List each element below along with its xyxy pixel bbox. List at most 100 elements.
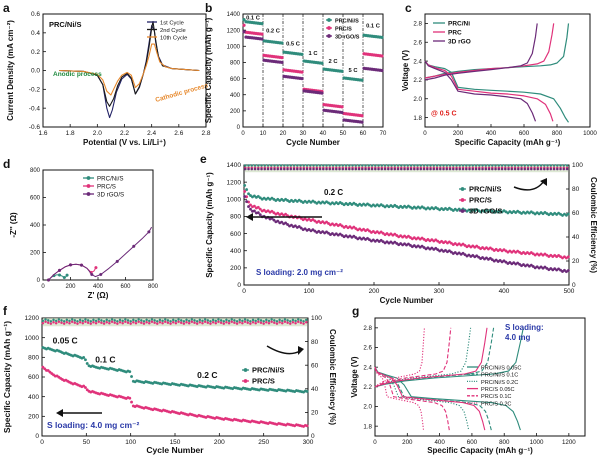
panel-e-ce-point-2 [549, 167, 553, 171]
panel-e-point-2 [481, 256, 484, 260]
panel-e-xtick-label: 400 [499, 288, 510, 295]
panel-b-legend-marker [327, 34, 331, 38]
panel-e-point-2 [354, 236, 358, 239]
panel-f-point-1 [130, 400, 134, 404]
panel-e-point-1 [280, 212, 284, 216]
panel-f-ce-point-1 [246, 321, 249, 324]
panel-f-ce-point-0 [161, 319, 164, 323]
panel-c: c 0 200 400 600 800 1000 1.8 2.0 2.2 2.4 2.6 2.8 Spec… [401, 1, 597, 147]
panel-f-ce-point-1 [84, 320, 87, 324]
panel-f-ce-point-1 [108, 321, 111, 325]
panel-e-loading-label: S loading: 2.0 mg cm⁻² [256, 268, 343, 277]
panel-c-xtick-label: 0 [423, 130, 427, 137]
panel-f-ce-point-1 [68, 321, 71, 325]
panel-e-ce-point-0 [309, 164, 312, 167]
panel-e-point-0 [243, 183, 247, 187]
panel-e-point-1 [463, 243, 467, 247]
panel-f-ce-point-1 [166, 321, 170, 324]
panel-e-point-2 [475, 254, 479, 258]
panel-f-ce-point-0 [81, 319, 85, 323]
panel-e-ce-point-0 [543, 164, 546, 167]
panel-e-point-1 [266, 209, 270, 213]
panel-f-ce-point-1 [54, 321, 58, 325]
panel-e-ytick-label: 1200 [227, 179, 242, 186]
panel-e-ce-point-0 [458, 164, 462, 167]
panel-e-point-2 [430, 246, 434, 250]
panel-e-point-2 [243, 195, 247, 198]
panel-e-point-1 [467, 244, 471, 248]
panel-f-ce-point-0 [174, 319, 178, 323]
panel-f-ce-point-0 [140, 319, 143, 322]
panel-f-ce-point-0 [182, 320, 186, 323]
panel-e-point-1 [321, 220, 325, 224]
panel-e-ce-point-0 [487, 164, 491, 167]
panel-f-ce-point-0 [289, 320, 292, 323]
panel-f-ce-point-0 [118, 318, 122, 322]
panel-e-point-1 [449, 241, 453, 245]
panel-f-ce-point-1 [161, 321, 164, 325]
panel-f-ce-point-0 [198, 318, 202, 322]
panel-e-point-2 [249, 207, 252, 211]
panel-f-xtick-label: 150 [170, 439, 181, 446]
panel-f-ce-point-1 [126, 321, 130, 324]
panel-e-ce-point-2 [439, 167, 442, 171]
panel-e-point-2 [440, 248, 444, 252]
panel-f-y-axis-label: Specific Capacity (mAh g⁻¹) [2, 321, 12, 433]
panel-e-point-2 [407, 242, 410, 246]
panel-a-ytick-label: 0.0 [31, 68, 40, 75]
panel-a-xtick-label: 2.2 [120, 130, 129, 137]
panel-e-ce-point-2 [305, 167, 309, 171]
panel-f-legend-label: PRC/S [252, 376, 275, 385]
panel-d-series-2 [48, 226, 153, 281]
panel-e-ce-point-0 [513, 164, 517, 167]
panel-f-ce-point-0 [148, 319, 151, 323]
panel-e-ce-point-0 [361, 164, 364, 167]
panel-b-xtick-label: 50 [340, 131, 347, 137]
panel-e-point-1 [311, 218, 315, 221]
panel-f-ce-point-1 [78, 320, 82, 324]
panel-a-xtick-label: 2.4 [147, 130, 156, 137]
panel-f-ce-point-1 [62, 322, 66, 325]
panel-g-charge-4 [374, 327, 452, 388]
panel-g-discharge-0 [374, 366, 521, 431]
panel-e-ce-point-2 [523, 167, 527, 171]
panel-e-ce-point-0 [471, 164, 475, 167]
panel-f-ce-point-1 [299, 321, 303, 324]
panel-f-ce-point-0 [281, 319, 284, 323]
panel-f-arrow-right-head [298, 346, 304, 355]
panel-f-ce-point-0 [251, 318, 255, 322]
panel-f-y2-axis-label: Coulombic Efficiency (%) [328, 329, 337, 425]
panel-e-ce-point-0 [484, 164, 488, 167]
panel-e-ce-point-0 [500, 164, 504, 167]
panel-e-ce-point-2 [471, 167, 475, 171]
panel-e-ce-point-2 [380, 167, 384, 171]
panel-e-x-axis-label: Cycle Number [380, 296, 434, 305]
panel-g-xtick-label: 400 [434, 439, 445, 446]
panel-e-point-2 [362, 236, 366, 240]
panel-b-legend-label: PRC/S [335, 26, 352, 32]
panel-e-ytick-label: 200 [230, 265, 241, 272]
panel-b-point-1 [260, 32, 264, 36]
panel-f-ce-point-0 [76, 320, 79, 323]
panel-e-y2tick-label: 0 [572, 282, 576, 289]
panel-e-ce-point-2 [328, 167, 332, 171]
panel-e-ce-point-0 [338, 164, 341, 167]
panel-e-ce-point-0 [474, 164, 478, 167]
panel-f-xtick-label: 300 [303, 439, 314, 446]
panel-f-y2tick-label: 0 [311, 433, 315, 440]
panel-f-ce-point-1 [233, 321, 236, 324]
panel-f-ce-point-1 [283, 320, 287, 324]
panel-f-ce-point-1 [73, 321, 77, 324]
panel-f-ce-point-0 [177, 318, 180, 321]
panel-e-ce-point-2 [484, 167, 488, 171]
panel-f-point-0 [85, 362, 89, 365]
panel-f-ce-point-0 [60, 319, 63, 322]
panel-e-point-2 [434, 246, 438, 250]
panel-d-ytick-label: 0 [37, 278, 41, 284]
panel-e-ce-point-0 [325, 164, 328, 167]
panel-g-xtick-label: 200 [402, 439, 413, 446]
panel-e-point-0 [258, 196, 262, 200]
panel-c-charge-2 [424, 23, 538, 81]
panel-d-xtick-label: 800 [148, 284, 159, 290]
panel-c-discharge-1 [424, 60, 554, 122]
